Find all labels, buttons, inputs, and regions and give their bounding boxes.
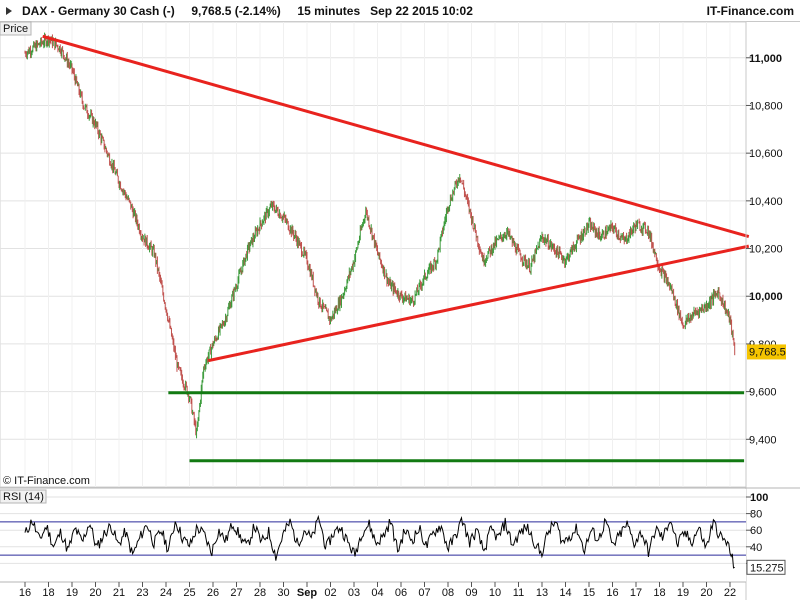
rsi-y-tick-label: 40 — [750, 542, 762, 554]
time-x-tick-label: 08 — [442, 587, 454, 599]
resistance-trendline — [42, 34, 750, 239]
time-x-tick-label: 07 — [418, 587, 430, 599]
watermark-text: © IT-Finance.com — [3, 475, 90, 487]
time-x-tick-label: 03 — [348, 587, 360, 599]
price-candles — [24, 32, 736, 439]
price-panel — [0, 21, 750, 488]
time-x-tick-label: 18 — [42, 587, 54, 599]
time-x-tick-label: 18 — [653, 587, 665, 599]
time-x-tick-label: 22 — [724, 587, 736, 599]
rsi-y-tick-label: 60 — [750, 525, 762, 537]
time-x-tick-label: 24 — [160, 587, 172, 599]
last-price-tag: 9,768.5 — [747, 344, 786, 360]
time-x-tick-label: 16 — [19, 587, 31, 599]
time-x-tick-label: 20 — [89, 587, 101, 599]
time-x-tick-label: 09 — [465, 587, 477, 599]
time-x-tick-label: 28 — [254, 587, 266, 599]
rsi-panel-label: RSI (14) — [3, 491, 44, 503]
time-x-tick-label: Sep — [297, 587, 317, 599]
brand-name: IT-Finance.com — [706, 4, 794, 18]
time-x-tick-label: 06 — [395, 587, 407, 599]
price-panel-label: Price — [3, 23, 28, 35]
time-x-tick-label: 16 — [606, 587, 618, 599]
resistance-trendline — [207, 244, 750, 363]
time-x-tick-label: 17 — [630, 587, 642, 599]
collapse-arrow-icon[interactable] — [6, 7, 12, 15]
time-x-tick-label: 21 — [113, 587, 125, 599]
rsi-last-value-tag: 15.275 — [746, 559, 786, 575]
chart-title: DAX - Germany 30 Cash (-) 9,768.5 (-2.14… — [22, 4, 473, 18]
time-x-axis: 16 18 19 20 21 23 24 25 26 27 28 30 Sep 02 03 04 06 07 08 0… — [19, 582, 736, 599]
price-y-tick-label: 10,600 — [749, 148, 783, 160]
time-x-tick-label: 14 — [559, 587, 571, 599]
time-x-tick-label: 25 — [183, 587, 195, 599]
rsi-y-tick-label: 80 — [750, 509, 762, 521]
time-x-tick-label: 02 — [324, 587, 336, 599]
price-y-tick-label: 10,400 — [749, 196, 783, 208]
price-y-tick-label: 10,200 — [749, 244, 783, 256]
time-x-tick-label: 23 — [136, 587, 148, 599]
price-y-tick-label: 10,800 — [749, 100, 783, 112]
time-x-tick-label: 19 — [66, 587, 78, 599]
rsi-panel — [0, 489, 746, 582]
rsi-y-axis: 20406080100 — [746, 492, 768, 570]
time-x-tick-label: 10 — [489, 587, 501, 599]
time-x-tick-label: 20 — [700, 587, 712, 599]
price-y-tick-label: 11,000 — [749, 53, 782, 65]
rsi-y-tick-label: 100 — [750, 492, 768, 504]
price-y-tick-label: 9,600 — [749, 387, 777, 399]
time-x-tick-label: 15 — [583, 587, 595, 599]
time-x-tick-label: 04 — [371, 587, 383, 599]
price-panel-label-box: Price — [0, 21, 32, 36]
time-x-tick-label: 26 — [207, 587, 219, 599]
price-y-tick-label: 9,400 — [749, 434, 777, 446]
time-x-tick-label: 11 — [513, 587, 524, 599]
time-x-tick-label: 13 — [536, 587, 548, 599]
chart-title-bar: DAX - Germany 30 Cash (-) 9,768.5 (-2.14… — [0, 0, 800, 22]
last-price-label: 9,768.5 — [749, 346, 786, 358]
rsi-panel-label-box: RSI (14) — [0, 489, 47, 504]
price-y-axis: 9,4009,6009,80010,00010,20010,40010,6001… — [746, 53, 783, 446]
rsi-line — [24, 514, 735, 569]
rsi-last-value-label: 15.275 — [750, 562, 784, 574]
time-x-tick-label: 19 — [677, 587, 689, 599]
rsi-band-lines — [0, 521, 746, 556]
trendlines — [42, 34, 750, 463]
time-x-tick-label: 30 — [277, 587, 289, 599]
price-y-tick-label: 10,000 — [749, 291, 783, 303]
time-x-tick-label: 27 — [230, 587, 242, 599]
